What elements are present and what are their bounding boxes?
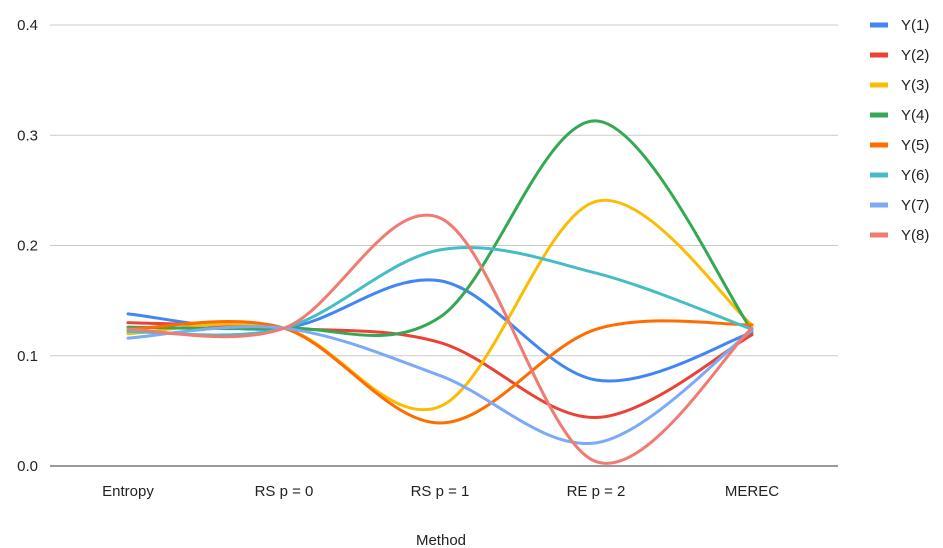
y-tick-label: 0.1 <box>17 348 38 365</box>
x-tick-label: RS p = 0 <box>255 483 314 500</box>
x-tick-label: RE p = 2 <box>567 483 626 500</box>
legend-label: Y(4) <box>901 107 929 124</box>
series-lines <box>126 119 754 465</box>
x-axis-title: Method <box>416 532 466 548</box>
series-line-3 <box>126 198 754 412</box>
gridlines <box>50 24 838 357</box>
series-line-5 <box>126 319 754 425</box>
legend-label: Y(6) <box>901 167 929 184</box>
x-tick-label: Entropy <box>102 483 154 500</box>
series-line-6 <box>126 246 754 337</box>
x-tick-label: MEREC <box>725 483 779 500</box>
legend-label: Y(3) <box>901 77 929 94</box>
x-tick-label: RS p = 1 <box>411 483 470 500</box>
legend: Y(1) Y(2) Y(3) Y(4) Y(5) Y(6) Y(7) Y(8) <box>870 17 929 244</box>
y-tick-label: 0.2 <box>17 238 38 255</box>
y-tick-label: 0.3 <box>17 127 38 144</box>
y-axis-ticks: 0.0 0.1 0.2 0.3 0.4 <box>17 17 38 475</box>
x-axis-ticks: Entropy RS p = 0 RS p = 1 RE p = 2 MEREC <box>102 483 779 500</box>
series-line-4 <box>126 119 754 337</box>
series-line-7 <box>126 325 754 446</box>
series-line-1 <box>126 278 754 383</box>
y-tick-label: 0.4 <box>17 17 38 34</box>
series-line-8 <box>126 213 754 465</box>
legend-label: Y(8) <box>901 227 929 244</box>
y-tick-label: 0.0 <box>17 458 38 475</box>
legend-label: Y(7) <box>901 197 929 214</box>
legend-label: Y(2) <box>901 47 929 64</box>
legend-label: Y(5) <box>901 137 929 154</box>
legend-label: Y(1) <box>901 17 929 34</box>
